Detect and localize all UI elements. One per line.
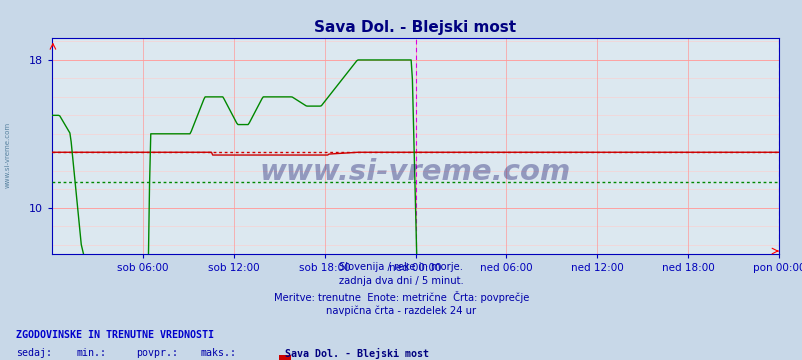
Text: zadnja dva dni / 5 minut.: zadnja dva dni / 5 minut. (338, 276, 464, 287)
Text: sedaj:: sedaj: (16, 348, 52, 358)
Text: ZGODOVINSKE IN TRENUTNE VREDNOSTI: ZGODOVINSKE IN TRENUTNE VREDNOSTI (16, 330, 214, 341)
Text: min.:: min.: (76, 348, 106, 358)
Text: Sava Dol. - Blejski most: Sava Dol. - Blejski most (285, 348, 428, 359)
Text: maks.:: maks.: (200, 348, 237, 358)
Title: Sava Dol. - Blejski most: Sava Dol. - Blejski most (314, 20, 516, 35)
Text: povpr.:: povpr.: (136, 348, 178, 358)
Text: Meritve: trenutne  Enote: metrične  Črta: povprečje: Meritve: trenutne Enote: metrične Črta: … (273, 291, 529, 303)
Text: www.si-vreme.com: www.si-vreme.com (260, 158, 570, 186)
Text: www.si-vreme.com: www.si-vreme.com (5, 122, 11, 188)
Text: navpična črta - razdelek 24 ur: navpična črta - razdelek 24 ur (326, 305, 476, 316)
Text: Slovenija / reke in morje.: Slovenija / reke in morje. (339, 262, 463, 272)
